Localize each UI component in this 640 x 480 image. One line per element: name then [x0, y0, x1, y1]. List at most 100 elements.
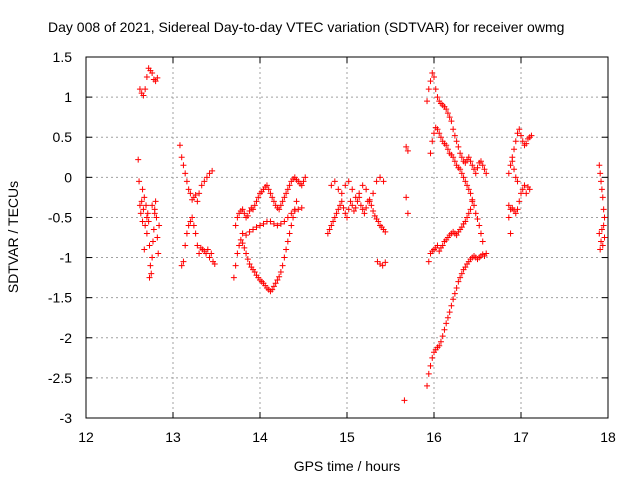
data-point	[149, 254, 156, 261]
data-point	[288, 210, 295, 217]
data-point	[183, 178, 190, 185]
data-point	[368, 202, 375, 209]
data-point	[375, 218, 382, 225]
data-point	[244, 256, 251, 263]
data-point	[246, 208, 253, 215]
data-point	[152, 198, 159, 205]
data-point	[187, 218, 194, 225]
data-point	[469, 198, 476, 205]
data-point	[279, 262, 286, 269]
data-point	[281, 218, 288, 225]
data-point	[471, 166, 478, 173]
data-point	[516, 198, 523, 205]
data-point	[373, 178, 380, 185]
data-point	[460, 174, 467, 181]
data-point	[441, 326, 448, 333]
data-point	[371, 212, 378, 219]
data-point	[401, 397, 408, 404]
data-point	[180, 258, 187, 265]
data-point	[359, 182, 366, 189]
data-point	[519, 186, 526, 193]
data-point	[472, 170, 479, 177]
data-point	[453, 232, 460, 239]
data-point	[363, 204, 370, 211]
data-point	[204, 246, 211, 253]
data-point	[189, 214, 196, 221]
data-point	[257, 222, 263, 229]
data-point	[464, 214, 471, 221]
data-point	[267, 190, 274, 197]
series-arc3-upper	[232, 174, 309, 229]
data-point	[234, 214, 241, 221]
data-point	[196, 190, 203, 197]
data-point	[298, 204, 305, 211]
data-point	[279, 198, 286, 205]
data-point	[451, 132, 458, 139]
data-point	[450, 296, 457, 303]
data-point	[328, 182, 335, 189]
series-arc1-lower	[135, 156, 163, 281]
data-point	[483, 170, 490, 177]
data-point	[600, 222, 607, 229]
data-point	[284, 238, 291, 245]
data-point	[154, 74, 161, 81]
data-point	[300, 178, 307, 185]
data-point	[505, 214, 512, 221]
data-point	[352, 204, 359, 211]
data-point	[465, 186, 472, 193]
x-tick-label: 13	[165, 429, 181, 445]
data-point	[477, 230, 484, 237]
data-point	[272, 280, 279, 287]
data-point	[270, 283, 277, 290]
data-point	[458, 170, 465, 177]
data-point	[293, 198, 300, 205]
data-point	[283, 246, 290, 253]
data-point	[431, 130, 437, 137]
data-point	[509, 158, 516, 165]
data-point	[260, 220, 267, 227]
data-point	[251, 202, 258, 209]
data-point	[465, 154, 472, 161]
data-point	[467, 158, 474, 165]
data-point	[404, 210, 411, 217]
series-arc5-high	[424, 70, 490, 177]
data-point	[274, 277, 281, 284]
data-point	[462, 178, 469, 185]
data-point	[209, 167, 216, 174]
data-point	[424, 98, 431, 105]
data-point	[366, 198, 373, 205]
data-point	[277, 268, 284, 275]
data-point	[443, 106, 450, 113]
data-point	[444, 146, 451, 153]
data-point	[135, 156, 142, 163]
data-point	[601, 234, 608, 241]
data-point	[148, 270, 155, 277]
chart-title: Day 008 of 2021, Sidereal Day-to-day VTE…	[48, 19, 564, 35]
series-arc3-mid	[239, 204, 305, 239]
data-point	[432, 86, 439, 93]
data-point	[361, 210, 368, 217]
data-point	[350, 208, 357, 215]
data-point	[270, 220, 277, 227]
data-point	[443, 320, 450, 327]
data-point	[276, 273, 283, 280]
data-point	[505, 202, 512, 209]
data-point	[139, 186, 146, 193]
data-point	[427, 150, 434, 157]
data-point	[434, 94, 441, 101]
data-point	[251, 268, 258, 275]
data-point	[450, 126, 457, 133]
y-axis-label: SDTVAR / TECUs	[5, 181, 21, 293]
data-point	[149, 202, 156, 209]
data-point	[448, 302, 455, 309]
data-point	[507, 230, 514, 237]
data-point	[244, 212, 251, 219]
data-point	[514, 130, 521, 137]
data-point	[324, 230, 331, 237]
data-point	[243, 250, 250, 257]
data-point	[600, 206, 607, 213]
data-point	[201, 178, 208, 185]
data-point	[474, 164, 481, 171]
data-point	[295, 206, 302, 213]
y-tick-label: 1.5	[53, 49, 73, 65]
